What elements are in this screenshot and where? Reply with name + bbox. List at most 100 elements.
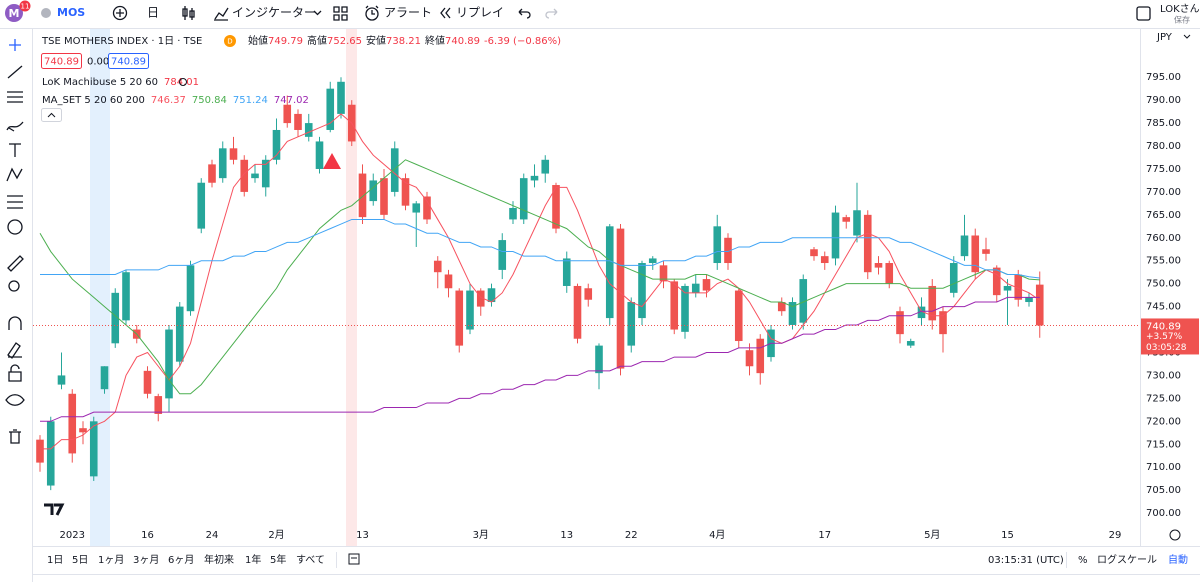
interval[interactable]: 日 — [147, 6, 159, 20]
y-tick-label: 780.00 — [1146, 141, 1181, 152]
range[interactable]: 1ヶ月 — [98, 554, 124, 566]
candle-body — [154, 396, 163, 414]
collapse-button[interactable] — [41, 108, 62, 122]
signal-triangle — [323, 153, 341, 169]
range[interactable]: 年初来 — [204, 553, 234, 566]
candle-body — [616, 228, 625, 369]
change: -6.39 (−0.86%) — [484, 36, 561, 47]
candle-body — [455, 290, 464, 346]
bid-box[interactable] — [41, 53, 82, 69]
candle-body — [605, 226, 614, 319]
save[interactable]: 保存 — [1174, 15, 1190, 25]
log-toggle[interactable]: ログスケール — [1097, 553, 1157, 566]
fib-tool[interactable] — [7, 91, 23, 103]
candle-body — [369, 180, 378, 202]
y-tick-label: 755.00 — [1146, 256, 1181, 267]
y-tick-label: 760.00 — [1146, 233, 1181, 244]
layout[interactable] — [333, 6, 348, 21]
candle-body — [283, 104, 292, 124]
avatar[interactable] — [5, 4, 23, 22]
pattern-tool[interactable] — [6, 167, 23, 182]
user[interactable]: LOKさん — [1160, 3, 1200, 15]
ma-name: MA_SET 5 20 60 200 — [42, 95, 145, 106]
y-tick-label: 745.00 — [1146, 302, 1181, 313]
prediction-tool[interactable] — [7, 195, 23, 209]
candle-body — [337, 81, 345, 114]
x-tick-label: 2月 — [268, 529, 284, 541]
y-tick-label: 770.00 — [1146, 187, 1181, 198]
x-tick-label: 13 — [560, 530, 573, 541]
candle-body — [1035, 284, 1044, 326]
text-tool[interactable] — [9, 143, 21, 157]
checkbox[interactable] — [1136, 6, 1151, 21]
countdown: 03:05:28 — [1146, 343, 1187, 353]
lok-icon[interactable] — [179, 78, 187, 86]
alert-icon-hands — [365, 5, 379, 15]
currency-dropdown — [1183, 34, 1191, 39]
range[interactable]: 5日 — [72, 555, 88, 566]
candle-body — [433, 260, 442, 273]
chart-type[interactable] — [182, 6, 195, 20]
symbol[interactable]: MOS — [57, 6, 85, 19]
candle-body — [670, 281, 679, 330]
last-price: 740.89 — [1146, 321, 1181, 332]
last-price-box — [1141, 318, 1199, 355]
candle-body — [562, 258, 571, 286]
crosshair-tool[interactable] — [9, 39, 21, 51]
y-tick-label: 725.00 — [1146, 393, 1181, 404]
candle-body — [659, 265, 668, 282]
indicators[interactable]: インジケーター — [232, 6, 316, 20]
replay[interactable]: リプレイ — [456, 6, 504, 20]
add-symbol[interactable] — [112, 5, 128, 21]
dropdown[interactable] — [313, 10, 322, 16]
range[interactable]: 3ヶ月 — [133, 554, 159, 566]
candle-body — [1025, 297, 1033, 303]
candle-body — [541, 159, 550, 174]
candle-body — [326, 88, 335, 130]
undo[interactable] — [518, 8, 531, 19]
hide-tool[interactable] — [5, 394, 25, 406]
zoom-tool[interactable] — [8, 280, 20, 292]
ask-box[interactable] — [108, 53, 149, 69]
brush-tool[interactable] — [6, 121, 24, 132]
candle-body — [100, 366, 109, 390]
candle-body — [358, 173, 367, 218]
ask: 740.89 — [111, 57, 146, 68]
highlight-red — [346, 29, 357, 546]
settings[interactable] — [1169, 529, 1181, 541]
goto-date[interactable] — [348, 553, 360, 565]
candle-body — [197, 182, 206, 229]
trend-line-tool[interactable] — [7, 65, 23, 79]
range[interactable]: 1日 — [47, 555, 63, 566]
range[interactable]: 1年 — [245, 553, 261, 566]
candle-body — [702, 279, 711, 291]
candle-body — [261, 159, 270, 188]
draw-mode[interactable] — [7, 342, 22, 359]
candle-body — [412, 203, 421, 213]
open-label: 始値 — [248, 34, 268, 47]
alerts[interactable]: アラート — [384, 6, 432, 20]
redo[interactable] — [545, 8, 558, 19]
candle-body — [917, 306, 926, 319]
candle-body — [68, 393, 77, 454]
candle-body — [208, 164, 216, 183]
magnet-tool[interactable] — [8, 316, 22, 330]
range[interactable]: すべて — [296, 554, 325, 566]
candle-body — [294, 113, 302, 130]
icon-tool[interactable] — [7, 219, 23, 235]
measure-tool[interactable] — [7, 255, 24, 272]
percent-toggle[interactable]: % — [1078, 555, 1088, 566]
candle-body — [57, 375, 66, 385]
close-value: 740.89 — [445, 36, 480, 47]
range[interactable]: 5年 — [270, 553, 286, 566]
currency[interactable]: JPY — [1156, 32, 1173, 43]
candle-body — [218, 148, 227, 179]
x-tick-label: 16 — [141, 530, 154, 541]
clock: 03:15:31 (UTC) — [988, 555, 1064, 566]
range[interactable]: 6ヶ月 — [168, 554, 194, 566]
auto-toggle[interactable]: 自動 — [1168, 553, 1188, 566]
lock-tool[interactable] — [8, 364, 22, 382]
x-tick-label: 5月 — [924, 529, 940, 541]
delete-tool[interactable] — [9, 429, 21, 444]
candle-body — [949, 263, 958, 293]
